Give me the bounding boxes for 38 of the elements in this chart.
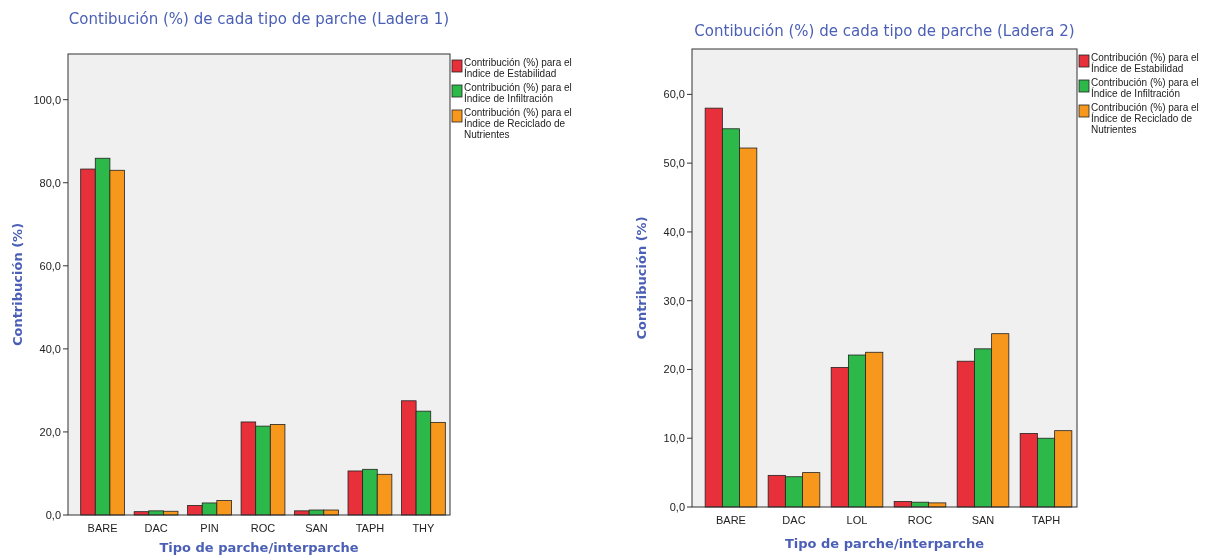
legend-label: Contribución (%) para el Índice de Infiltración (1091, 77, 1199, 99)
x-tick-label: THY (412, 522, 436, 534)
y-tick-label: 10,0 (663, 432, 685, 445)
y-tick-label: 20,0 (663, 363, 685, 376)
x-axis-title: Tipo de parche/interparche (784, 536, 985, 551)
legend-label: Contribución (%) para el Índice de Estabilidad (464, 57, 572, 79)
y-axis-title: Contribución (%) (10, 222, 25, 347)
x-tick-label: ROC (907, 514, 933, 526)
chart-title: Contibución (%) de cada tipo de parche (Ladera 2) (694, 22, 1075, 40)
y-tick-label: 40,0 (39, 342, 61, 355)
y-tick-label: 0,0 (45, 508, 61, 521)
legend-label: Contribución (%) para el Índice de Infiltración (464, 82, 572, 104)
x-tick-label: DAC (782, 514, 806, 526)
x-tick-label: DAC (144, 522, 168, 534)
x-tick-label: SAN (305, 522, 328, 534)
y-tick-label: 40,0 (663, 225, 685, 238)
y-tick-label: 50,0 (663, 157, 685, 170)
legend-label: Contribución (%) para el Índice de Reciclado de Nutrientes (464, 107, 572, 140)
y-tick-label: 100,0 (33, 93, 61, 106)
y-tick-label: 30,0 (663, 294, 685, 307)
y-axis-title: Contribución (%) (634, 216, 649, 340)
y-tick-label: 80,0 (39, 176, 61, 189)
y-tick-label: 20,0 (39, 425, 61, 438)
x-tick-label: SAN (971, 514, 995, 526)
x-tick-label: ROC (250, 522, 276, 534)
x-tick-label: PIN (200, 522, 219, 534)
x-tick-label: TAPH (1031, 514, 1061, 526)
y-tick-label: 0,0 (669, 500, 685, 513)
y-tick-label: 60,0 (663, 88, 685, 101)
x-tick-label: BARE (716, 514, 746, 526)
y-tick-label: 60,0 (39, 259, 61, 272)
legend-label: Contribución (%) para el Índice de Reciclado de Nutrientes (1091, 102, 1199, 135)
x-axis-title: Tipo de parche/interparche (159, 540, 359, 555)
x-tick-label: TAPH (355, 522, 385, 534)
x-tick-label: BARE (87, 522, 118, 534)
x-tick-label: LOL (846, 514, 868, 526)
legend-label: Contribución (%) para el Índice de Estabilidad (1091, 52, 1199, 74)
chart-title: Contibución (%) de cada tipo de parche (Ladera 1) (68, 10, 450, 28)
